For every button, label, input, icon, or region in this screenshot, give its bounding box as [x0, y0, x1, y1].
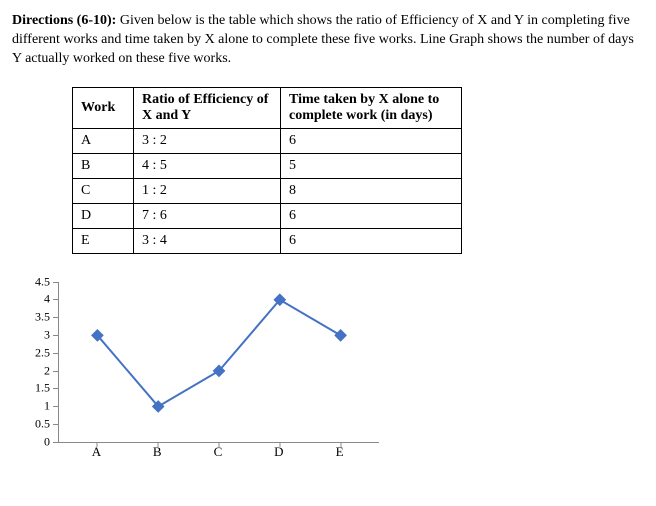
- cell-work: A: [73, 128, 134, 153]
- y-tick-label: 2.5: [22, 345, 50, 360]
- y-tick-label: 1: [22, 399, 50, 414]
- chart-line: [97, 299, 340, 406]
- cell-ratio: 3 : 4: [134, 228, 281, 253]
- y-tick-label: 3.5: [22, 310, 50, 325]
- table-row: C1 : 28: [73, 178, 462, 203]
- y-tick-label: 0.5: [22, 416, 50, 431]
- x-tick-label: C: [214, 444, 223, 460]
- table-head: Work Ratio of Efficiency of X and Y Time…: [73, 87, 462, 128]
- line-chart: 0 0.5 1 1.5 2 2.5 3 3.5 4 4.5 A B C D E: [22, 276, 402, 474]
- y-tick: [53, 442, 59, 443]
- efficiency-table-wrap: Work Ratio of Efficiency of X and Y Time…: [72, 87, 644, 254]
- cell-time: 5: [281, 153, 462, 178]
- y-tick: [53, 282, 59, 283]
- plot-area: [58, 282, 379, 443]
- cell-ratio: 7 : 6: [134, 203, 281, 228]
- y-tick-label: 1.5: [22, 381, 50, 396]
- y-tick-label: 4: [22, 292, 50, 307]
- y-tick-label: 3: [22, 328, 50, 343]
- chart-svg: [59, 282, 379, 442]
- cell-time: 6: [281, 228, 462, 253]
- y-tick: [53, 424, 59, 425]
- y-tick: [53, 371, 59, 372]
- cell-work: B: [73, 153, 134, 178]
- table-row: B4 : 55: [73, 153, 462, 178]
- x-tick-label: D: [274, 444, 283, 460]
- cell-time: 8: [281, 178, 462, 203]
- cell-ratio: 3 : 2: [134, 128, 281, 153]
- chart-marker: [335, 329, 346, 340]
- cell-time: 6: [281, 128, 462, 153]
- x-tick-label: E: [336, 444, 344, 460]
- cell-ratio: 1 : 2: [134, 178, 281, 203]
- table-row: A3 : 26: [73, 128, 462, 153]
- y-tick: [53, 335, 59, 336]
- col-header-time: Time taken by X alone to complete work (…: [281, 87, 462, 128]
- y-tick: [53, 406, 59, 407]
- col-header-work: Work: [73, 87, 134, 128]
- y-tick-label: 4.5: [22, 274, 50, 289]
- directions-block: Directions (6-10): Given below is the ta…: [12, 12, 644, 69]
- cell-work: D: [73, 203, 134, 228]
- y-tick-label: 0: [22, 434, 50, 449]
- y-tick-label: 2: [22, 363, 50, 378]
- table-row: E3 : 46: [73, 228, 462, 253]
- directions-label: Directions (6-10):: [12, 13, 116, 28]
- cell-ratio: 4 : 5: [134, 153, 281, 178]
- x-tick-label: A: [92, 444, 101, 460]
- y-tick: [53, 299, 59, 300]
- table-header-row: Work Ratio of Efficiency of X and Y Time…: [73, 87, 462, 128]
- y-tick: [53, 353, 59, 354]
- cell-time: 6: [281, 203, 462, 228]
- y-tick: [53, 388, 59, 389]
- table-row: D7 : 66: [73, 203, 462, 228]
- x-tick-label: B: [153, 444, 162, 460]
- table-body: A3 : 26B4 : 55C1 : 28D7 : 66E3 : 46: [73, 128, 462, 253]
- cell-work: E: [73, 228, 134, 253]
- y-tick: [53, 317, 59, 318]
- efficiency-table: Work Ratio of Efficiency of X and Y Time…: [72, 87, 462, 254]
- col-header-ratio: Ratio of Efficiency of X and Y: [134, 87, 281, 128]
- cell-work: C: [73, 178, 134, 203]
